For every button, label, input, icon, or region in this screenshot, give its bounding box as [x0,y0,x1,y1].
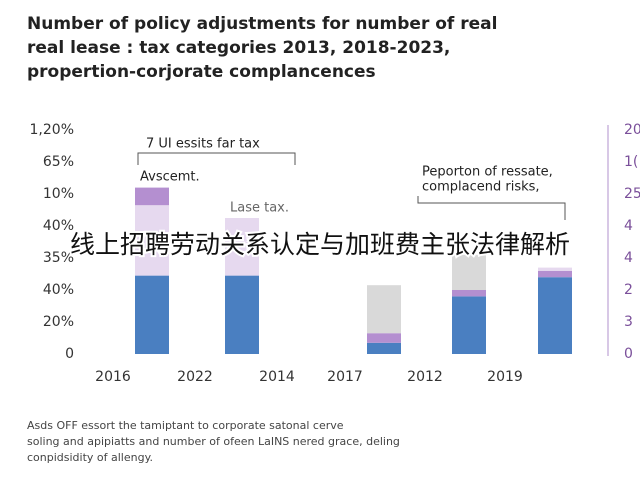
annotation: complacend risks, [422,180,540,195]
y2-tick-label: 25 [624,186,640,202]
bar-segment [225,218,259,276]
bar-segment [135,187,169,206]
bar-segment [452,296,486,354]
y2-tick-label: 4 [624,250,633,266]
y2-tick-label: 0 [624,346,633,362]
y-tick-label: 1,20% [30,122,74,138]
x-tick-label: 2012 [407,369,443,385]
title-line: real lease : tax categories 2013, 2018-2… [27,38,450,58]
footnote: soling and apipiatts and number of ofeen… [27,435,400,448]
bar-segment [452,290,486,297]
x-tick-label: 2016 [95,369,131,385]
y-tick-label: 35% [43,250,74,266]
footnote: Asds OFF essort the tamiptant to corpora… [27,419,344,432]
bar-segment [367,285,401,334]
title-line: propertion-corjorate complancences [27,62,376,82]
bar-segment [367,333,401,343]
bar-segment [452,254,486,290]
annotation: Avscemt. [140,170,200,185]
y-tick-label: 40% [43,282,74,298]
x-tick-label: 2019 [487,369,523,385]
annotation: Peporton of ressate, [422,165,553,180]
y2-tick-label: 3 [624,314,633,330]
annotation: 7 UI essits far tax [146,137,260,152]
y-tick-label: 10% [43,186,74,202]
y2-tick-label: 1( [624,154,638,170]
overlay-text: 线上招聘劳动关系认定与加班费主张法律解析 [70,230,570,259]
bar-segment [225,275,259,354]
y2-tick-label: 2 [624,282,633,298]
bar-segment [538,267,572,271]
x-tick-label: 2022 [177,369,213,385]
y2-tick-label: 20 [624,122,640,138]
title-line: Number of policy adjustments for number … [27,14,497,34]
bar-segment [135,205,169,276]
y-tick-label: 65% [43,154,74,170]
x-tick-label: 2017 [327,369,363,385]
annotation: Lase tax. [230,201,289,216]
bar-segment [367,342,401,354]
bracket [137,152,296,165]
y-tick-label: 20% [43,314,74,330]
bracket [417,196,566,220]
x-tick-label: 2014 [259,369,295,385]
y2-tick-label: 4 [624,218,633,234]
footnote: conpidsidity of allengy. [27,451,153,464]
bar-segment [538,277,572,354]
y-tick-label: 40% [43,218,74,234]
bar-segment [135,275,169,354]
bar-segment [538,270,572,278]
y-tick-label: 0 [65,346,74,362]
